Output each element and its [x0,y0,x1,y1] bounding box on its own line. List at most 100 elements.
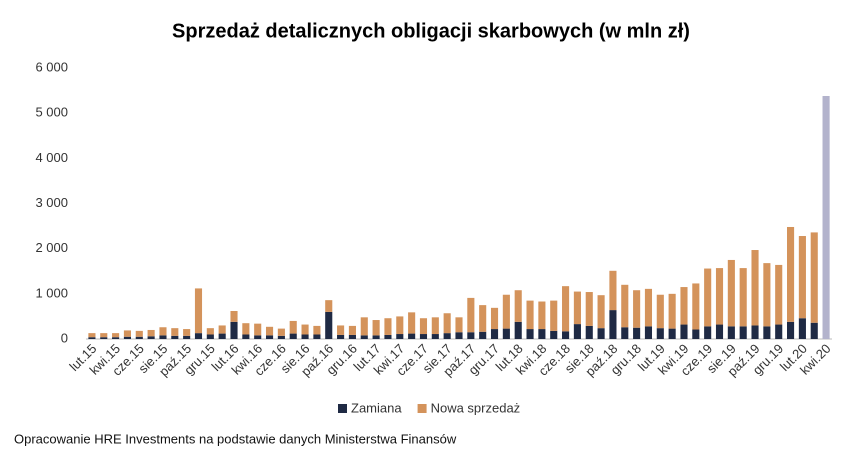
bar-segment [419,334,428,339]
bar-segment [183,335,191,339]
bar-segment [372,320,380,336]
bar-segment [644,326,653,339]
y-tick-label: 3 000 [35,195,68,210]
bar-segment [479,331,487,339]
bar-segment [171,328,179,336]
bar-segment [183,329,191,336]
bar-segment [443,313,451,334]
bar-segment [337,325,345,335]
bar-segment [325,300,333,312]
bar-segment [218,333,226,339]
bar-segment [775,264,783,325]
legend-label: Nowa sprzedaż [431,400,521,415]
bar-segment [396,316,404,335]
bar-segment [289,333,297,339]
bar-segment [112,337,120,339]
bar-segment [822,96,830,340]
bar-segment [562,286,570,332]
bar-segment [325,311,333,339]
bar-segment [692,283,700,330]
bar-segment [798,236,806,319]
bar-segment [88,337,96,339]
bar-segment [573,291,581,325]
bar-segment [621,327,629,339]
bar-segment [348,334,356,339]
bar-segment [597,295,605,329]
bar-segment [100,337,108,339]
y-tick-label: 5 000 [35,105,68,120]
bar-segment [550,300,558,331]
bar-segment [514,290,522,322]
bar-segment [526,300,534,330]
bar-segment [159,335,167,339]
bar-segment [502,328,510,339]
bar-segment [502,294,510,329]
bar-segment [467,332,475,339]
bar-segment [633,327,641,339]
bar-segment [419,318,428,335]
bar-segment [159,327,167,336]
bar-segment [147,329,155,337]
bar-segment [763,263,771,327]
bar-segment [763,326,771,339]
bar-segment [739,268,747,327]
bar-segment [265,326,274,336]
bar-segment [431,334,439,339]
bar-segment [408,333,416,339]
bar-segment [443,333,451,339]
bar-segment [455,317,463,333]
bar-segment [230,321,238,339]
bar-segment [490,307,499,330]
bar-segment [171,335,179,339]
bar-segment [585,325,593,339]
bar-segment [810,322,818,339]
bar-segment [313,334,321,339]
bar-segment [265,335,274,339]
y-tick-label: 6 000 [35,59,68,74]
bar-segment [538,301,546,330]
bar-segment [715,268,724,325]
bar-segment [787,321,795,339]
bar-segment [680,287,688,325]
bar-segment [715,324,724,339]
bar-segment [751,250,759,326]
bar-segment [739,326,747,339]
bar-segment [242,334,250,339]
bar-segment [112,333,120,338]
y-tick-label: 0 [61,330,68,345]
bar-segment [313,325,321,335]
bar-segment [254,335,262,339]
bar-segment [88,333,96,338]
bar-segment [230,310,238,322]
bar-segment [727,259,735,327]
bar-segment [656,294,664,329]
legend-swatch [417,404,427,413]
bar-segment [538,329,546,339]
bar-segment [680,324,688,339]
chart-title: Sprzedaż detalicznych obligacji skarbowy… [172,20,690,42]
bar-segment [135,330,143,337]
bar-segment [384,334,392,339]
bar-segment [490,329,499,339]
bar-segment [123,336,131,339]
bar-segment [254,323,262,336]
bar-segment [337,334,345,339]
bar-segment [206,328,214,335]
source-note: Opracowanie HRE Investments na podstawie… [14,431,457,446]
legend-swatch [338,404,347,413]
bar-segment [431,317,439,335]
bar-segment [372,335,380,339]
bar-segment [218,325,226,334]
bar-segment [289,320,297,334]
legend-label: Zamiana [351,400,402,415]
y-tick-label: 2 000 [35,240,68,255]
bar-segment [633,290,641,328]
bar-segment [573,324,581,339]
bar-segment [360,335,368,339]
bar-segment [668,293,676,329]
bar-segment [123,330,131,337]
bar-segment [408,312,416,334]
bar-segment [147,336,155,339]
bar-segment [550,330,558,339]
